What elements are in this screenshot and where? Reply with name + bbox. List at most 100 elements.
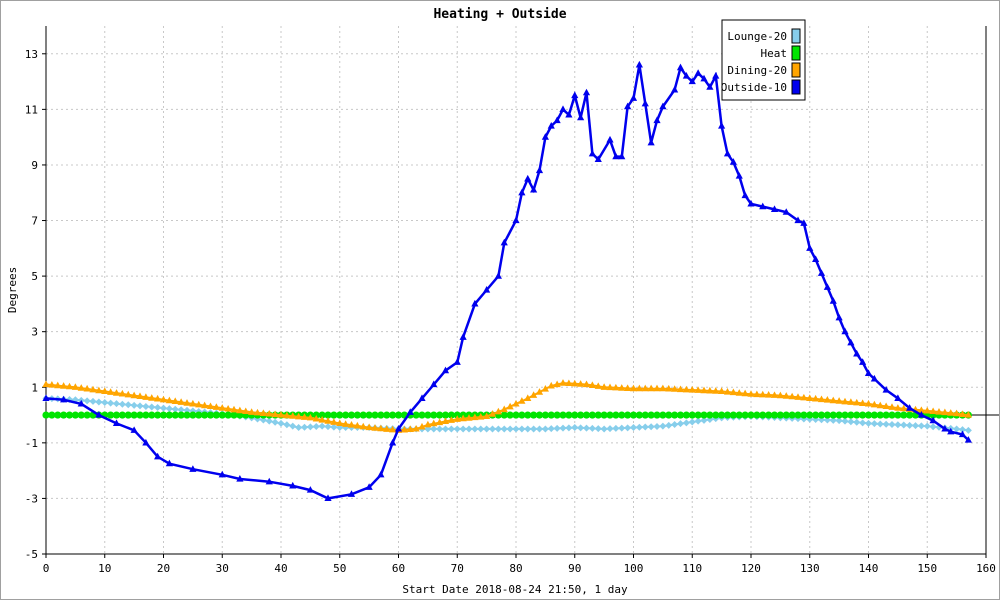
data-point (441, 417, 450, 425)
data-point (453, 358, 461, 365)
data-point (912, 422, 919, 430)
y-tick-label: -1 (25, 437, 38, 450)
data-point (265, 477, 273, 485)
data-point (806, 244, 814, 251)
data-point (906, 404, 914, 411)
data-point (841, 327, 849, 335)
y-tick-label: 3 (31, 326, 38, 339)
x-tick-label: 90 (568, 562, 581, 575)
data-point (524, 425, 532, 433)
data-point (671, 411, 679, 419)
series-group (42, 60, 972, 502)
data-point (612, 383, 620, 391)
data-point (177, 411, 185, 419)
data-point (700, 416, 708, 424)
data-point (753, 390, 761, 398)
data-point (553, 424, 561, 432)
data-point (547, 122, 555, 129)
data-point (430, 419, 438, 427)
data-point (894, 421, 902, 429)
data-point (694, 411, 702, 419)
data-point (206, 402, 215, 410)
data-point (365, 423, 373, 431)
data-point (394, 424, 403, 432)
data-point (635, 60, 643, 68)
data-point (671, 385, 679, 392)
data-point (588, 381, 596, 389)
data-point (318, 416, 326, 423)
data-point (130, 411, 138, 419)
data-point (154, 404, 162, 412)
data-point (506, 411, 514, 419)
data-point (747, 411, 755, 419)
legend-box (721, 19, 806, 101)
data-point (353, 421, 361, 429)
series-line (45, 64, 970, 500)
data-point (471, 425, 479, 433)
data-point (295, 412, 303, 420)
data-point (659, 411, 667, 419)
data-point (306, 486, 314, 493)
data-point (112, 411, 121, 419)
data-point (571, 379, 579, 387)
data-point (518, 397, 526, 404)
data-point (782, 208, 790, 215)
data-point (894, 394, 902, 401)
data-point (964, 426, 972, 434)
x-tick-label: 40 (274, 562, 287, 575)
data-point (577, 411, 585, 419)
data-point (212, 411, 220, 419)
data-point (54, 411, 62, 419)
data-point (142, 402, 150, 410)
data-point (882, 402, 890, 410)
legend-items: Lounge-20 Heat Dining-20 Outside-10 (721, 28, 801, 95)
data-point (583, 424, 590, 432)
data-point (706, 83, 714, 90)
data-point (565, 424, 573, 432)
data-point (718, 122, 726, 129)
data-point (512, 216, 520, 224)
data-point (876, 411, 884, 419)
data-point (418, 394, 426, 401)
data-point (682, 419, 690, 427)
data-point (594, 425, 602, 433)
data-point (900, 421, 908, 429)
data-point (312, 414, 320, 422)
data-point (582, 88, 591, 96)
data-point (606, 135, 614, 143)
data-point (600, 425, 608, 433)
data-point (154, 411, 162, 419)
data-point (841, 417, 849, 425)
data-point (500, 238, 508, 246)
data-point (694, 417, 702, 425)
data-point (718, 411, 726, 419)
legend-swatch (791, 45, 801, 61)
data-point (541, 133, 549, 140)
data-point (312, 423, 320, 431)
data-point (130, 401, 138, 409)
data-point (500, 425, 508, 433)
data-point (230, 405, 238, 413)
legend-label: Dining-20 (727, 64, 787, 77)
data-point (712, 387, 720, 394)
data-point (559, 424, 567, 432)
data-point (112, 389, 121, 396)
data-point (870, 411, 878, 419)
data-point (853, 349, 861, 357)
data-point (65, 411, 74, 419)
x-tick-label: 100 (624, 562, 644, 575)
data-point (442, 425, 449, 433)
data-point (559, 379, 567, 386)
x-tick-label: 30 (216, 562, 229, 575)
data-point (77, 411, 85, 419)
data-point (165, 396, 173, 404)
x-tick-label: 60 (392, 562, 405, 575)
data-point (148, 403, 156, 411)
data-point (101, 387, 109, 395)
data-point (817, 411, 826, 419)
data-point (112, 419, 121, 426)
data-point (377, 411, 385, 419)
data-point (353, 411, 361, 419)
data-point (77, 384, 85, 391)
data-point (653, 384, 661, 392)
